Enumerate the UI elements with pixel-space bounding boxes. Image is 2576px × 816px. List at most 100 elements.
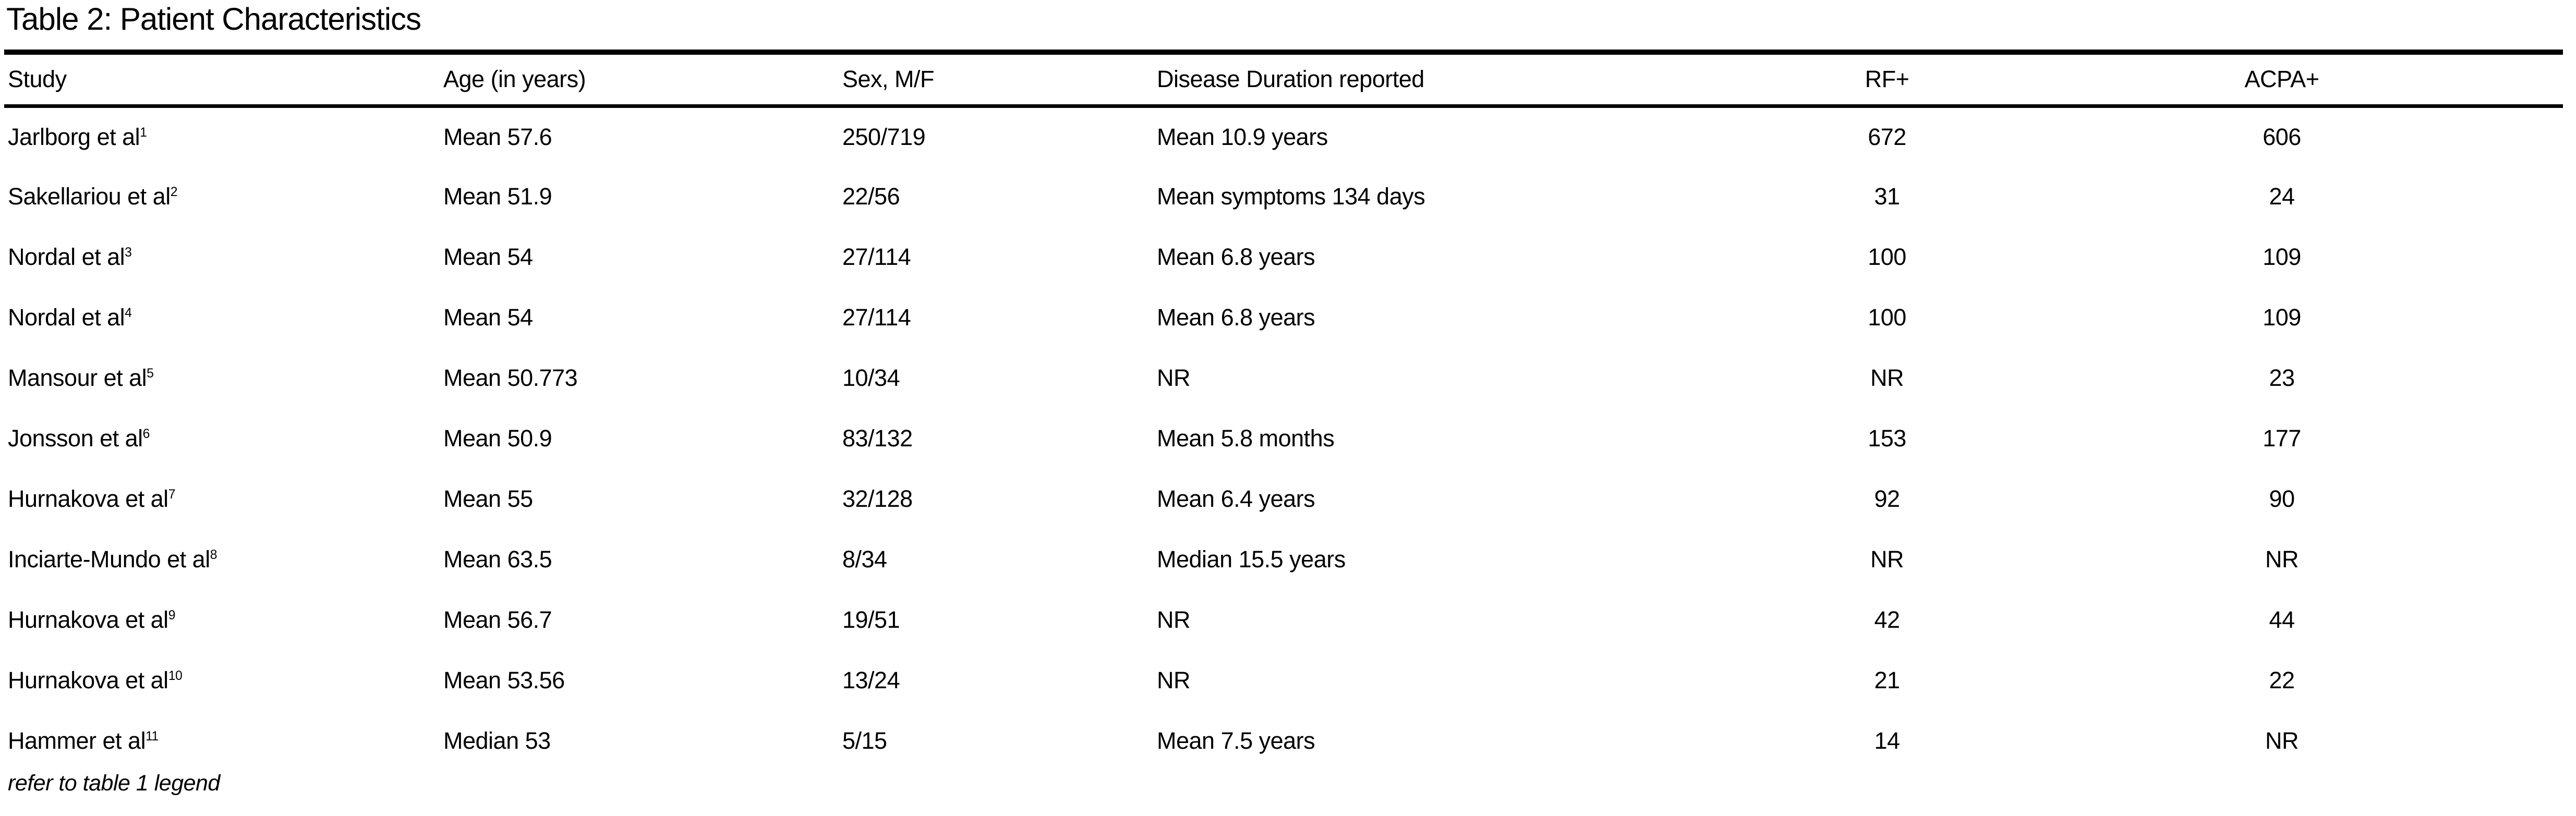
acpa-cell: 109 xyxy=(2263,304,2301,331)
rf-cell: NR xyxy=(1870,364,1904,391)
table-row: Hurnakova et al10 Mean 53.56 13/24 NR 21 22 xyxy=(4,650,2563,711)
sex-cell: 13/24 xyxy=(842,667,900,693)
table-row: Sakellariou et al2 Mean 51.9 22/56 Mean sym… xyxy=(4,166,2563,227)
study-name: Nordal et al xyxy=(8,304,125,331)
study-cell: Nordal et al3 xyxy=(4,227,443,287)
patient-characteristics-table: Study Age (in years) Sex, M/F Disease Du… xyxy=(4,50,2563,771)
sex-cell: 27/114 xyxy=(842,304,911,331)
age-cell: Mean 63.5 xyxy=(443,546,552,573)
acpa-cell: 177 xyxy=(2263,425,2301,452)
age-cell: Mean 50.9 xyxy=(443,425,552,452)
acpa-cell: 24 xyxy=(2269,183,2295,210)
table-row: Nordal et al3 Mean 54 27/114 Mean 6.8 years… xyxy=(4,227,2563,287)
duration-cell: NR xyxy=(1157,667,1191,693)
study-cell: Hurnakova et al9 xyxy=(4,590,443,650)
acpa-cell: 109 xyxy=(2263,243,2301,270)
duration-cell: NR xyxy=(1157,606,1191,633)
filler-cell xyxy=(2490,106,2563,166)
duration-cell: Mean 6.4 years xyxy=(1157,485,1315,512)
table-body: Jarlborg et al1 Mean 57.6 250/719 Mean 10.9… xyxy=(4,106,2563,771)
filler-cell xyxy=(2490,711,2563,771)
filler-cell xyxy=(2490,287,2563,348)
rf-cell: 92 xyxy=(1874,485,1900,512)
reference-superscript: 2 xyxy=(170,185,178,199)
sex-cell: 5/15 xyxy=(842,727,887,754)
header-row: Study Age (in years) Sex, M/F Disease Du… xyxy=(4,52,2563,106)
col-header-sex: Sex, M/F xyxy=(842,66,935,93)
reference-superscript: 9 xyxy=(168,608,176,623)
rf-cell: 100 xyxy=(1868,243,1906,270)
age-cell: Mean 53.56 xyxy=(443,667,565,693)
table-row: Hurnakova et al9 Mean 56.7 19/51 NR 42 44 xyxy=(4,590,2563,650)
study-cell: Hammer et al11 xyxy=(4,711,443,771)
study-cell: Mansour et al5 xyxy=(4,348,443,408)
study-name: Jarlborg et al xyxy=(8,123,140,150)
age-cell: Mean 51.9 xyxy=(443,183,552,210)
filler-cell xyxy=(2490,590,2563,650)
table-row: Hammer et al11 Median 53 5/15 Mean 7.5 year… xyxy=(4,711,2563,771)
filler-cell xyxy=(2490,529,2563,590)
table-row: Jarlborg et al1 Mean 57.6 250/719 Mean 10.9… xyxy=(4,106,2563,166)
age-cell: Mean 54 xyxy=(443,304,533,331)
filler-cell xyxy=(2490,469,2563,529)
acpa-cell: 23 xyxy=(2269,364,2295,391)
study-cell: Hurnakova et al10 xyxy=(4,650,443,711)
study-name: Nordal et al xyxy=(8,243,125,270)
reference-superscript: 3 xyxy=(125,246,132,260)
acpa-cell: 90 xyxy=(2269,485,2295,512)
reference-superscript: 10 xyxy=(168,669,183,683)
filler-cell xyxy=(2490,348,2563,408)
col-header-spacer xyxy=(2490,52,2563,106)
study-name: Hurnakova et al xyxy=(8,606,168,633)
study-cell: Nordal et al4 xyxy=(4,287,443,348)
reference-superscript: 4 xyxy=(125,306,132,320)
col-header-duration: Disease Duration reported xyxy=(1157,66,1424,93)
rf-cell: NR xyxy=(1870,546,1904,573)
acpa-cell: 606 xyxy=(2263,123,2301,150)
table-row: Nordal et al4 Mean 54 27/114 Mean 6.8 years… xyxy=(4,287,2563,348)
sex-cell: 32/128 xyxy=(842,485,913,512)
reference-superscript: 5 xyxy=(147,367,154,381)
acpa-cell: NR xyxy=(2265,727,2299,754)
duration-cell: Median 15.5 years xyxy=(1157,546,1346,573)
study-name: Hurnakova et al xyxy=(8,667,168,693)
age-cell: Median 53 xyxy=(443,727,551,754)
col-header-age: Age (in years) xyxy=(443,66,586,93)
acpa-cell: 44 xyxy=(2269,606,2295,633)
filler-cell xyxy=(2490,650,2563,711)
reference-superscript: 6 xyxy=(142,427,150,441)
table-footnote: refer to table 1 legend xyxy=(8,771,220,796)
sex-cell: 27/114 xyxy=(842,243,911,270)
table-row: Inciarte-Mundo et al8 Mean 63.5 8/34 Median… xyxy=(4,529,2563,590)
table-row: Hurnakova et al7 Mean 55 32/128 Mean 6.4 ye… xyxy=(4,469,2563,529)
study-name: Hammer et al xyxy=(8,727,146,754)
age-cell: Mean 50.773 xyxy=(443,364,578,391)
acpa-cell: NR xyxy=(2265,546,2299,573)
rf-cell: 21 xyxy=(1874,667,1900,693)
filler-cell xyxy=(2490,408,2563,469)
duration-cell: Mean 10.9 years xyxy=(1157,123,1328,150)
col-header-rf: RF+ xyxy=(1865,66,1909,93)
table-title: Table 2: Patient Characteristics xyxy=(6,2,421,36)
age-cell: Mean 54 xyxy=(443,243,533,270)
sex-cell: 22/56 xyxy=(842,183,900,210)
reference-superscript: 11 xyxy=(146,729,159,744)
table-row: Mansour et al5 Mean 50.773 10/34 NR NR 23 xyxy=(4,348,2563,408)
sex-cell: 19/51 xyxy=(842,606,900,633)
reference-superscript: 8 xyxy=(210,548,217,562)
duration-cell: Mean symptoms 134 days xyxy=(1157,183,1425,210)
study-name: Mansour et al xyxy=(8,364,147,391)
study-cell: Inciarte-Mundo et al8 xyxy=(4,529,443,590)
sex-cell: 10/34 xyxy=(842,364,900,391)
col-header-acpa: ACPA+ xyxy=(2244,66,2319,93)
reference-superscript: 1 xyxy=(140,125,147,140)
duration-cell: Mean 6.8 years xyxy=(1157,243,1315,270)
rf-cell: 31 xyxy=(1874,183,1900,210)
study-cell: Jonsson et al6 xyxy=(4,408,443,469)
duration-cell: Mean 5.8 months xyxy=(1157,425,1335,452)
study-name: Jonsson et al xyxy=(8,425,143,452)
filler-cell xyxy=(2490,227,2563,287)
sex-cell: 8/34 xyxy=(842,546,887,573)
duration-cell: NR xyxy=(1157,364,1191,391)
